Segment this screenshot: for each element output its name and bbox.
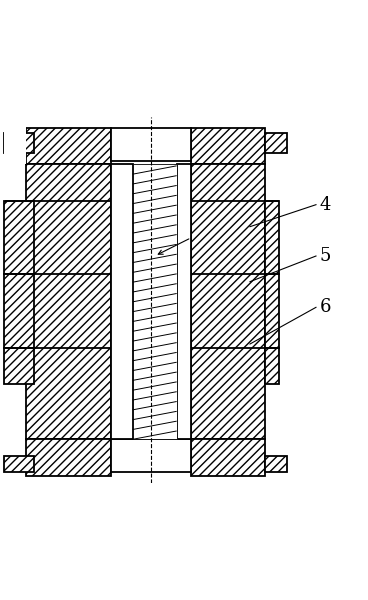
Bar [111,439,191,472]
Text: 6: 6 [320,298,331,316]
Text: 4: 4 [320,196,331,214]
Bar [4,347,34,385]
Bar [265,133,287,154]
Text: 5: 5 [320,247,331,265]
Bar [191,439,265,476]
Bar [26,164,111,439]
Bar [265,456,287,472]
Bar [26,439,111,476]
Bar [4,133,34,154]
Bar [111,164,133,439]
Bar [4,127,26,164]
Bar [111,128,191,161]
Bar [265,274,279,347]
Bar [191,128,265,164]
Bar [177,164,191,439]
Bar [4,456,34,472]
Bar [191,164,265,439]
Bar [4,274,34,347]
Bar [133,164,177,439]
Bar [265,201,279,274]
Bar [26,128,111,164]
Bar [265,347,279,385]
Bar [4,201,34,274]
